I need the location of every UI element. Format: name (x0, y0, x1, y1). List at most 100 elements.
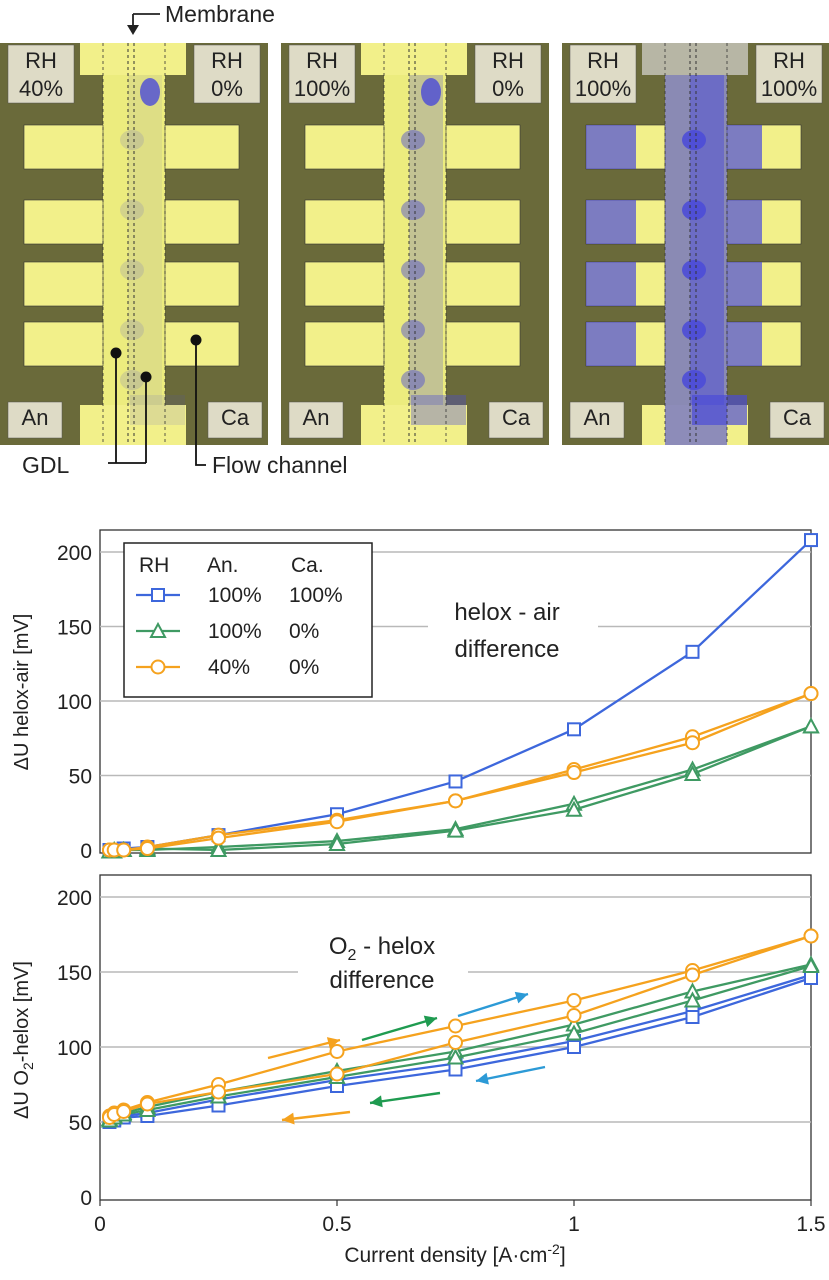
membrane-label: Membrane (165, 1, 275, 27)
series-top (100, 533, 820, 859)
data-point (448, 1018, 463, 1034)
data-point (685, 735, 700, 751)
xlabel-bottom: Current density [A·cm-2] (344, 1241, 565, 1267)
data-point (329, 1044, 345, 1059)
data-point (211, 830, 226, 846)
ylabel-top: ΔU helox-air [mV] (11, 614, 33, 771)
legend-an-value: 40% (208, 656, 250, 679)
data-point (448, 1035, 463, 1050)
xtick-label: 0 (94, 1213, 106, 1236)
rh-cathode-1-label: RH (211, 48, 243, 73)
chart-o2-helox: 0 50 100 150 200 0 0.5 1 1.5 ΔU O2-helox [mV] O… (11, 874, 826, 1267)
xtick-label: 1 (568, 1213, 580, 1236)
legend-entry: 100% 100% (136, 584, 343, 607)
cell-image-1: RH 40% RH 0% An Ca (0, 43, 268, 445)
ytick-label: 100 (57, 691, 92, 714)
ytick-label: 0 (80, 1187, 92, 1210)
arrow-green-up (361, 1015, 438, 1042)
anode-1-label: An (22, 405, 49, 430)
data-point (685, 967, 700, 983)
rh-cathode-2-value: 0% (492, 76, 524, 101)
data-point (565, 1024, 583, 1041)
data-point (683, 764, 702, 782)
data-point (566, 1008, 582, 1023)
legend-ca-value: 0% (289, 620, 319, 643)
data-point (566, 993, 582, 1008)
legend-header-rh: RH (139, 554, 169, 577)
series-bottom (100, 928, 820, 1129)
ytick-label: 200 (57, 542, 92, 565)
annotation-bottom-line2: difference (330, 967, 435, 994)
flow-channel-label: Flow channel (212, 452, 348, 478)
yticks-top: 0 50 100 150 200 (57, 542, 92, 863)
legend: RH An. Ca. 100% 100% 100% 0% 40% 0% (123, 542, 373, 698)
annotation-bottom-line1: O2 - helox (329, 933, 435, 964)
legend-marker (150, 659, 166, 675)
xticks-bottom: 0 0.5 1 1.5 (94, 1200, 826, 1236)
arrow-green-down (369, 1091, 441, 1108)
legend-an-value: 100% (208, 620, 262, 643)
rh-anode-1-label: RH (25, 48, 57, 73)
data-point (139, 1096, 155, 1112)
rh-cathode-3-label: RH (773, 48, 805, 73)
rh-anode-3-label: RH (587, 48, 619, 73)
arrow-blue-down (475, 1065, 546, 1085)
rh-anode-2-label: RH (306, 48, 338, 73)
data-point (802, 717, 820, 734)
series-circle-6 (101, 928, 819, 1125)
gdl-callout: GDL (22, 347, 152, 478)
data-point (116, 842, 132, 858)
annotation-top-line2: difference (455, 636, 560, 663)
data-point (565, 800, 583, 817)
data-point (211, 1084, 226, 1100)
yticks-bottom: 0 50 100 150 200 (57, 887, 92, 1210)
xtick-label: 1.5 (796, 1213, 825, 1236)
cathode-1-label: Ca (221, 405, 250, 430)
data-point (804, 533, 818, 548)
legend-header-an: An. (207, 554, 239, 577)
xtick-label: 0.5 (322, 1213, 351, 1236)
cell-image-2: RH 100% RH 0% An Ca (281, 43, 549, 445)
data-point (446, 821, 465, 838)
data-point (116, 1104, 132, 1119)
data-point (802, 956, 820, 973)
rh-anode-1-value: 40% (19, 76, 63, 101)
data-point (209, 840, 228, 857)
cell-image-3: RH 100% RH 100% An Ca (562, 43, 829, 445)
gdl-label: GDL (22, 452, 70, 478)
ytick-label: 50 (69, 1112, 92, 1135)
rh-cathode-1-value: 0% (211, 76, 243, 101)
legend-ca-value: 0% (289, 656, 319, 679)
series-circle-5 (101, 686, 819, 858)
data-point (804, 971, 818, 985)
annotation-bg-bottom (298, 928, 468, 996)
arrow-blue-up (457, 991, 529, 1018)
data-point (448, 793, 463, 809)
data-point (566, 765, 582, 781)
data-point (567, 1040, 581, 1054)
ylabel-bottom: ΔU O2-helox [mV] (11, 961, 36, 1119)
data-point (803, 928, 819, 944)
chart-helox-air: 0 50 100 150 200 ΔU helox-air [mV] helox - a… (11, 529, 820, 863)
hysteresis-arrows (267, 991, 546, 1125)
ytick-label: 50 (69, 766, 92, 789)
data-point (446, 1048, 465, 1065)
annotation-bg-top (428, 597, 598, 665)
data-point (567, 722, 581, 737)
legend-marker (149, 621, 167, 638)
ytick-label: 0 (80, 840, 92, 863)
arrow-orange-down (281, 1110, 351, 1125)
data-point (685, 644, 700, 659)
rh-cathode-2-label: RH (492, 48, 524, 73)
data-point (448, 774, 463, 789)
cathode-2-label: Ca (502, 405, 531, 430)
legend-entry: 100% 0% (136, 620, 319, 643)
legend-header-ca: Ca. (291, 554, 324, 577)
arrow-orange-up (267, 1037, 341, 1060)
flow-channel-callout: Flow channel (190, 334, 348, 478)
rh-anode-2-value: 100% (294, 76, 350, 101)
legend-ca-value: 100% (289, 584, 343, 607)
annotation-top-line1: helox - air (454, 599, 559, 626)
ytick-label: 150 (57, 617, 92, 640)
